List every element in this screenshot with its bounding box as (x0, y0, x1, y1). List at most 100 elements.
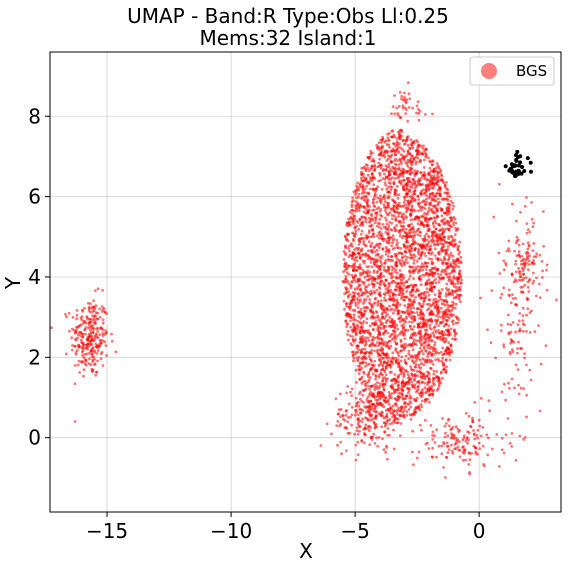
bgs-point (358, 283, 361, 287)
bgs-point (354, 232, 358, 236)
bgs-point (81, 335, 85, 339)
bgs-point (381, 437, 384, 441)
bgs-point (402, 217, 406, 220)
bgs-point (355, 323, 359, 327)
bgs-point (387, 132, 391, 135)
legend-marker-bgs (481, 63, 497, 79)
bgs-point (362, 291, 366, 295)
bgs-point (354, 318, 357, 322)
bgs-point (403, 409, 407, 412)
bgs-point (345, 325, 348, 328)
bgs-point (443, 424, 447, 428)
bgs-point (448, 195, 452, 199)
bgs-point (344, 275, 348, 278)
bgs-point (508, 441, 512, 445)
bgs-point (523, 323, 526, 327)
bgs-point (399, 211, 402, 215)
bgs-point (373, 250, 377, 254)
bgs-point (398, 269, 402, 272)
bgs-point (416, 385, 420, 388)
bgs-point (442, 442, 446, 446)
bgs-point (396, 413, 399, 416)
bgs-point (369, 316, 373, 320)
bgs-point (101, 364, 105, 367)
bgs-point (388, 406, 392, 410)
bgs-point (422, 363, 426, 367)
bgs-point (403, 198, 407, 202)
bgs-point (382, 324, 386, 328)
bgs-point (517, 243, 521, 247)
bgs-point (370, 176, 373, 180)
bgs-point (427, 352, 431, 356)
bgs-point (438, 337, 442, 341)
bgs-point (433, 377, 436, 380)
bgs-point (456, 286, 460, 289)
bgs-point (432, 301, 435, 304)
bgs-point (402, 143, 406, 146)
bgs-point (393, 409, 396, 413)
bgs-point (424, 268, 428, 272)
bgs-point (368, 224, 371, 228)
bgs-point (352, 329, 356, 333)
bgs-point (77, 359, 81, 363)
bgs-point (420, 393, 424, 397)
bgs-point (400, 162, 403, 165)
bgs-point (530, 201, 533, 204)
bgs-point (379, 391, 383, 394)
bgs-point (443, 435, 447, 439)
bgs-point (393, 246, 397, 250)
bgs-point (393, 381, 397, 385)
bgs-point (502, 286, 505, 290)
bgs-point (451, 201, 455, 205)
bgs-point (364, 329, 368, 332)
bgs-point (355, 346, 359, 350)
bgs-point (386, 258, 390, 261)
bgs-point (357, 209, 361, 213)
bgs-point (356, 186, 359, 190)
bgs-point (354, 206, 358, 210)
bgs-point (396, 176, 400, 180)
bgs-point (495, 433, 499, 436)
bgs-point (354, 301, 357, 305)
bgs-point (83, 320, 87, 324)
bgs-point (382, 327, 386, 330)
bgs-point (414, 209, 417, 213)
bgs-point (349, 215, 353, 219)
bgs-point (405, 315, 408, 319)
bgs-point (393, 373, 397, 376)
bgs-point (449, 200, 453, 203)
bgs-point (376, 303, 380, 307)
bgs-point (430, 312, 434, 316)
bgs-point (445, 365, 448, 369)
bgs-point (454, 221, 458, 225)
bgs-point (384, 364, 388, 368)
bgs-point (412, 311, 416, 315)
bgs-point (411, 227, 414, 231)
bgs-point (345, 271, 349, 274)
bgs-point (415, 311, 419, 314)
bgs-point (407, 284, 411, 288)
bgs-point (412, 157, 416, 161)
bgs-point (409, 327, 413, 331)
bgs-point (91, 360, 95, 363)
bgs-point (381, 383, 384, 387)
bgs-point (377, 148, 381, 152)
bgs-point (433, 247, 437, 251)
bgs-point (431, 221, 435, 225)
bgs-point (110, 339, 114, 343)
bgs-point (391, 351, 395, 355)
bgs-point (368, 332, 372, 336)
bgs-point (352, 340, 356, 344)
bgs-point (439, 292, 442, 295)
bgs-point (436, 242, 440, 246)
bgs-point (449, 278, 453, 282)
bgs-point (418, 179, 422, 183)
bgs-point (353, 287, 357, 291)
bgs-point (70, 336, 74, 340)
bgs-point (393, 193, 397, 197)
bgs-point (96, 311, 100, 315)
bgs-point (421, 273, 425, 277)
bgs-point (374, 320, 378, 324)
bgs-point (447, 347, 451, 350)
bgs-point (379, 163, 383, 167)
